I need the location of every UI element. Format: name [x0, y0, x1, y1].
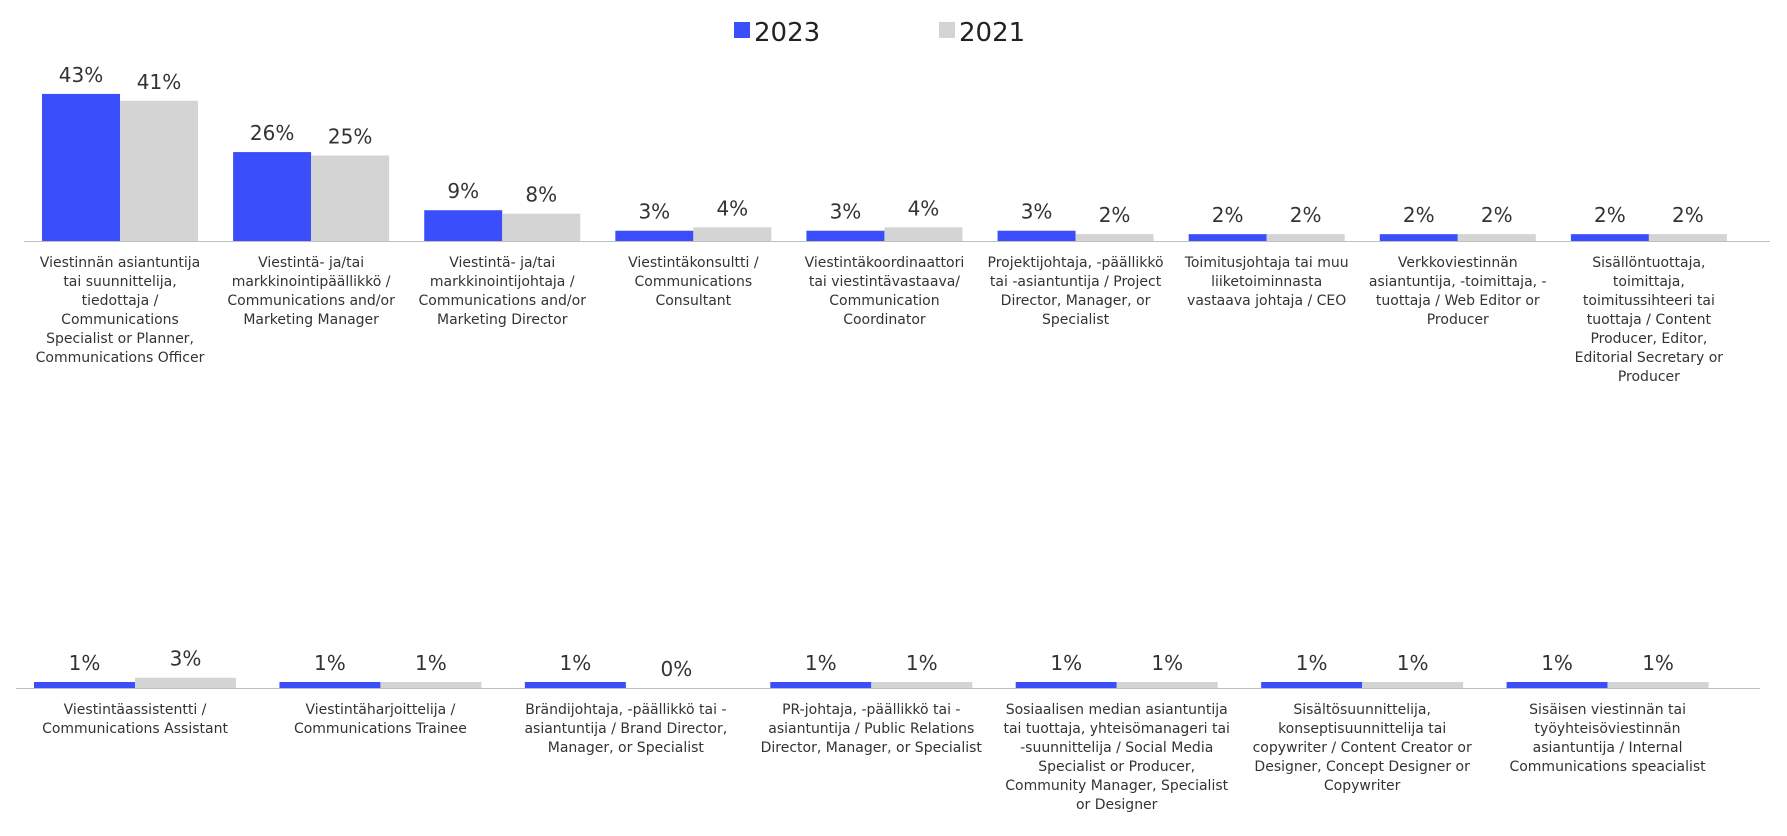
category-label: Sisäisen viestinnän tai työyhteisöviesti…	[1509, 702, 1706, 775]
category-label: Viestintäharjoittelija / Communications …	[293, 702, 467, 737]
data-label-2021: 0%	[660, 657, 692, 681]
category-label: Viestintäkonsultti / Communications Cons…	[628, 255, 759, 309]
data-label-2021: 8%	[525, 183, 557, 207]
category-label: Viestintäkoordinaattori tai viestintävas…	[804, 255, 965, 328]
bar-2021	[871, 682, 973, 688]
bar-2023	[1506, 682, 1608, 688]
bar-2021	[1266, 234, 1345, 241]
data-label-2021: 1%	[415, 651, 447, 675]
bar-2021	[135, 677, 236, 688]
bar-2023	[1015, 682, 1117, 688]
legend-label-2021: 2021	[959, 18, 1025, 48]
data-label-2021: 25%	[328, 125, 372, 149]
bar-2021	[311, 155, 390, 241]
category-label: Projektijohtaja, -päällikkö tai -asiantu…	[987, 255, 1164, 328]
bar-2021	[120, 100, 198, 241]
bar-2023	[279, 682, 381, 688]
data-label-2023: 1%	[1050, 651, 1082, 675]
category-label: Sisällöntuottaja, toimittaja, toimitussi…	[1574, 255, 1724, 385]
data-label-2021: 1%	[1397, 651, 1429, 675]
data-label-2021: 2%	[1672, 203, 1704, 227]
data-label-2023: 1%	[1541, 651, 1573, 675]
data-label-2023: 3%	[1021, 200, 1053, 224]
data-label-2021: 1%	[1642, 651, 1674, 675]
chart-row-2: 1% 3% 1% 1% 1% 0% 1% 1% 1% 1% 1% 1% 1% 1%	[16, 647, 1760, 689]
legend: 2023 2021	[734, 18, 1025, 48]
bar-2021	[1075, 234, 1154, 241]
bar-2023	[34, 682, 135, 688]
bar-2023	[1570, 234, 1649, 241]
bar-2021	[1457, 234, 1536, 241]
data-label-2021: 2%	[1290, 203, 1322, 227]
bar-2023	[615, 230, 694, 241]
data-label-2021: 2%	[1481, 203, 1513, 227]
bar-2021	[1648, 234, 1727, 241]
bar-2023	[233, 152, 312, 241]
legend-label-2023: 2023	[754, 18, 820, 48]
category-label: Sosiaalisen median asiantuntija tai tuot…	[1003, 702, 1230, 813]
bar-2021	[693, 227, 772, 241]
category-label: PR-johtaja, -päällikkö tai -asiantuntija…	[760, 702, 982, 756]
category-label: Verkkoviestinnän asiantuntija, -toimitta…	[1368, 255, 1547, 328]
data-label-2023: 1%	[314, 651, 346, 675]
data-label-2023: 2%	[1212, 203, 1244, 227]
data-label-2021: 2%	[1099, 203, 1131, 227]
category-label: Toimitusjohtaja tai muu liiketoiminnasta…	[1184, 255, 1349, 309]
data-label-2023: 2%	[1594, 203, 1626, 227]
category-label: Viestinnän asiantuntija tai suunnittelij…	[35, 255, 205, 366]
data-label-2023: 9%	[447, 179, 479, 203]
category-label: Viestintäassistentti / Communications As…	[42, 702, 228, 737]
data-label-2021: 1%	[906, 651, 938, 675]
bar-2023	[1188, 234, 1267, 241]
bar-2023	[1261, 682, 1363, 688]
plot-area: 43% 41% 26% 25% 9% 8% 3% 4% 3% 4% 3% 2% 2% 2% 2% 2% 2% 2%…	[16, 63, 1770, 689]
category-label: Viestintä- ja/tai markkinointipäällikkö …	[227, 255, 395, 328]
bar-2021	[380, 682, 482, 688]
data-label-2023: 1%	[805, 651, 837, 675]
data-label-2023: 1%	[69, 651, 101, 675]
category-label: Sisältösuunnittelija, konseptisuunnittel…	[1252, 702, 1472, 794]
bar-2021	[502, 213, 581, 241]
data-label-2021: 1%	[1151, 651, 1183, 675]
chart-row-1: 43% 41% 26% 25% 9% 8% 3% 4% 3% 4% 3% 2% 2% 2% 2% 2% 2% 2%	[24, 63, 1770, 242]
data-label-2021: 41%	[137, 70, 181, 94]
data-label-2021: 4%	[716, 196, 748, 220]
data-label-2023: 26%	[250, 121, 294, 145]
bar-2023	[524, 682, 626, 688]
bar-2021	[884, 227, 963, 241]
legend-swatch-2021	[939, 22, 955, 38]
bar-2023	[424, 210, 503, 241]
bar-2021	[1362, 682, 1464, 688]
bar-2023	[997, 230, 1076, 241]
data-label-2023: 3%	[830, 200, 862, 224]
bar-2021	[1116, 682, 1218, 688]
legend-swatch-2023	[734, 22, 750, 38]
bar-2021	[1607, 682, 1709, 688]
data-label-2023: 43%	[59, 63, 103, 87]
category-label: Viestintä- ja/tai markkinointijohtaja / …	[418, 255, 586, 328]
bar-2023	[1379, 234, 1458, 241]
bar-2023	[806, 230, 885, 241]
bar-2023	[770, 682, 872, 688]
data-label-2023: 3%	[638, 200, 670, 224]
data-label-2023: 1%	[1296, 651, 1328, 675]
category-label: Brändijohtaja, -päällikkö tai -asiantunt…	[524, 702, 728, 756]
data-label-2021: 4%	[908, 196, 940, 220]
data-label-2021: 3%	[170, 647, 202, 671]
data-label-2023: 1%	[559, 651, 591, 675]
data-label-2023: 2%	[1403, 203, 1435, 227]
bar-2023	[42, 93, 120, 241]
